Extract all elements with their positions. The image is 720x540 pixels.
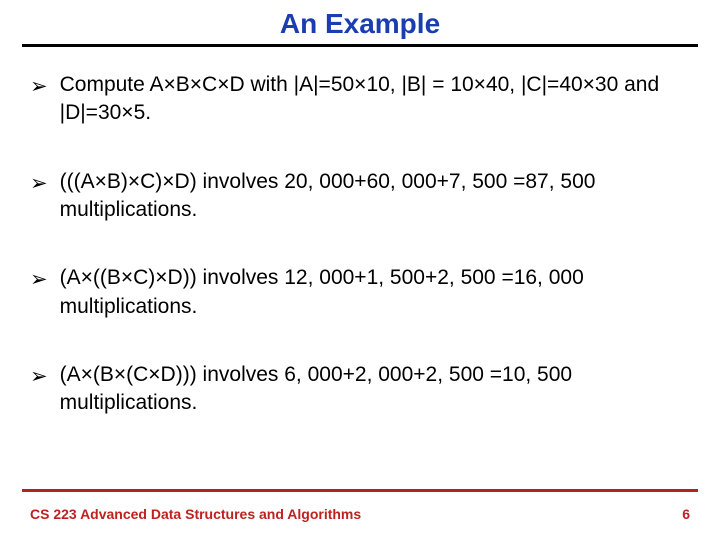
bullet-text: Compute A×B×C×D with |A|=50×10, |B| = 10…: [60, 71, 690, 128]
bullet-text: (A×(B×(C×D))) involves 6, 000+2, 000+2, …: [60, 361, 690, 418]
bullet-item: ➢ Compute A×B×C×D with |A|=50×10, |B| = …: [30, 71, 690, 128]
bullet-text: (((A×B)×C)×D) involves 20, 000+60, 000+7…: [60, 168, 690, 225]
footer-course-label: CS 223 Advanced Data Structures and Algo…: [30, 506, 361, 522]
title-underline: [22, 44, 698, 47]
footer-rule: [22, 489, 698, 492]
bullet-item: ➢ (((A×B)×C)×D) involves 20, 000+60, 000…: [30, 168, 690, 225]
bullet-marker-icon: ➢: [30, 168, 48, 198]
bullet-item: ➢ (A×((B×C)×D)) involves 12, 000+1, 500+…: [30, 264, 690, 321]
slide-title: An Example: [0, 0, 720, 44]
slide-content: ➢ Compute A×B×C×D with |A|=50×10, |B| = …: [0, 71, 720, 418]
bullet-marker-icon: ➢: [30, 264, 48, 294]
bullet-marker-icon: ➢: [30, 71, 48, 101]
bullet-item: ➢ (A×(B×(C×D))) involves 6, 000+2, 000+2…: [30, 361, 690, 418]
bullet-marker-icon: ➢: [30, 361, 48, 391]
slide: { "title": { "text": "An Example", "colo…: [0, 0, 720, 540]
page-number: 6: [682, 506, 690, 522]
bullet-text: (A×((B×C)×D)) involves 12, 000+1, 500+2,…: [60, 264, 690, 321]
